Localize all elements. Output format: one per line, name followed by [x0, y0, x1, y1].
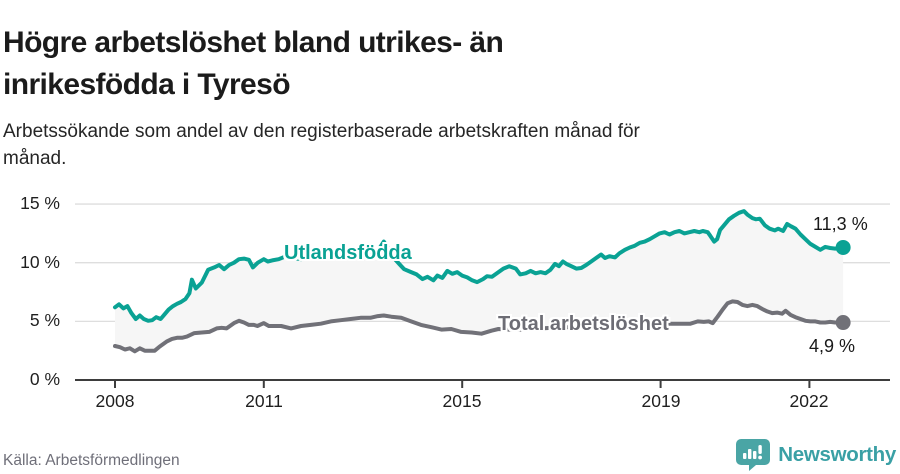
chart-subtitle: Arbetssökande som andel av den registerb…: [3, 118, 863, 172]
x-tick-2015: 2015: [442, 391, 482, 411]
subtitle-line-2: månad.: [3, 148, 67, 169]
newsworthy-logo-icon: [736, 439, 771, 471]
series-line-total: [113, 299, 846, 354]
subtitle-line-1: Arbetssökande som andel av den registerb…: [3, 121, 640, 142]
newsworthy-logo: Newsworthy: [735, 438, 896, 471]
end-dot-total: [835, 315, 851, 331]
chart-title: Högre arbetslöshet bland utrikes- än inri…: [3, 22, 763, 106]
title-line-1: Högre arbetslöshet bland utrikes- än: [3, 26, 504, 60]
series-label-total: Total arbetslöshet: [498, 313, 669, 335]
end-value-utlandsfodda: 11,3 %: [813, 214, 868, 234]
series-label-utlandsfodda: Utlandsfödda: [284, 242, 412, 264]
x-tick-2008: 2008: [95, 391, 135, 411]
x-tick-2011: 2011: [245, 391, 283, 411]
y-tick-5: 5 %: [29, 310, 60, 330]
y-tick-0: 0 %: [29, 369, 60, 389]
series-line-utlandsfodda: [113, 209, 846, 323]
y-tick-10: 10 %: [20, 252, 60, 272]
end-dot-utlandsfodda: [835, 239, 851, 255]
x-tick-2019: 2019: [641, 391, 681, 411]
x-tick-2022: 2022: [789, 391, 829, 411]
newsworthy-logo-text: Newsworthy: [778, 442, 896, 466]
y-tick-15: 15 %: [20, 193, 60, 213]
source-note: Källa: Arbetsförmedlingen: [3, 452, 180, 469]
end-value-total: 4,9 %: [809, 336, 856, 356]
title-line-2: inrikesfödda i Tyresö: [3, 68, 291, 102]
